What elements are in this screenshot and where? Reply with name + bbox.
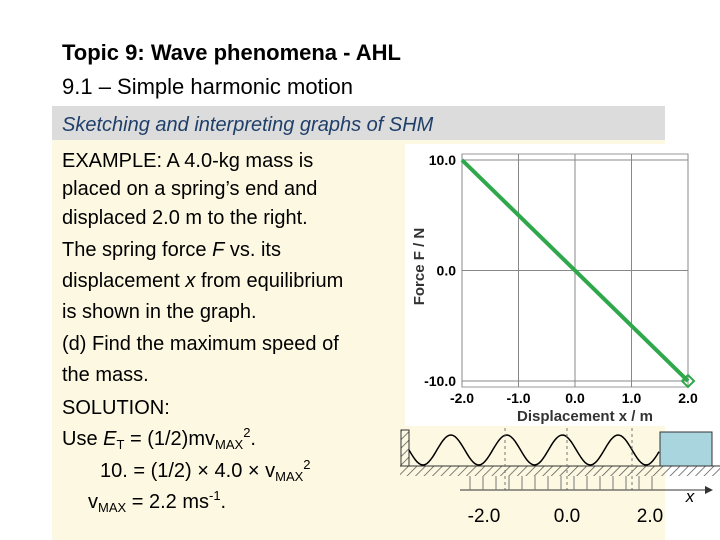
- title: Topic 9: Wave phenomena - AHL: [62, 40, 401, 65]
- position-label: -2.0: [468, 506, 501, 527]
- x-tick-label: -2.0: [450, 390, 474, 406]
- axis-label: x: [685, 487, 695, 506]
- text-line: The spring force F vs. its: [62, 239, 281, 261]
- text: EXAMPLE: A 4.0-kg mass is: [62, 150, 313, 172]
- text-line: displaced 2.0 m to the right.: [62, 207, 308, 229]
- text: F: [212, 239, 226, 261]
- text-line: displacement x from equilibrium: [62, 270, 343, 292]
- end-marker: [680, 373, 696, 389]
- y-tick-label: -10.0: [424, 373, 456, 389]
- superscript: -1: [209, 488, 221, 503]
- section-title: Sketching and interpreting graphs of SHM: [62, 114, 434, 136]
- text: displaced 2.0 m to the right.: [62, 207, 308, 229]
- x-tick-label: -1.0: [506, 390, 530, 406]
- subscript: T: [116, 437, 124, 452]
- text-line: (d) Find the maximum speed of: [62, 333, 339, 355]
- x-axis-label: Displacement x / m: [517, 408, 653, 425]
- section-band: [52, 106, 665, 140]
- text: = (1/2): [124, 428, 188, 450]
- text: mv: [188, 428, 215, 450]
- body-text: EXAMPLE: A 4.0-kg mass is placed on a sp…: [62, 150, 343, 515]
- text: from equilibrium: [195, 270, 343, 292]
- text: (d) Find the maximum speed of: [62, 333, 339, 355]
- x-tick-label: 2.0: [678, 390, 698, 406]
- wall: [400, 429, 410, 467]
- text: The spring force: [62, 239, 212, 261]
- axis-arrow: [705, 486, 713, 494]
- text: the mass.: [62, 364, 149, 386]
- text: x: [184, 270, 196, 292]
- text: displacement: [62, 270, 185, 292]
- subscript: MAX: [215, 437, 244, 452]
- text-line: placed on a spring’s end and: [62, 178, 317, 200]
- x-tick-label: 1.0: [622, 390, 642, 406]
- data-line: [460, 158, 690, 383]
- text: v: [88, 491, 98, 513]
- text-line: Use ET = (1/2)mvMAX2.: [62, 425, 256, 452]
- text: vs. its: [224, 239, 281, 261]
- subscript: MAX: [98, 500, 127, 515]
- text-line: 10. = (1/2) × 4.0 × vMAX2: [100, 457, 311, 484]
- text: placed on a spring’s end and: [62, 178, 317, 200]
- floor: [400, 466, 720, 476]
- text-line: is shown in the graph.: [62, 301, 257, 323]
- y-tick-label: 0.0: [437, 263, 457, 279]
- x-tick-label: 0.0: [565, 390, 585, 406]
- spring: [408, 434, 660, 466]
- text: is shown in the graph.: [62, 301, 257, 323]
- y-tick-label: 10.0: [429, 152, 456, 168]
- subtitle: 9.1 – Simple harmonic motion: [62, 74, 353, 99]
- tick-group: [469, 476, 653, 490]
- text: = 2.2 ms: [126, 491, 209, 513]
- text: .: [250, 428, 256, 450]
- position-label: 2.0: [637, 506, 663, 527]
- spring-diagram: -2.0 0.0 2.0 x: [400, 428, 720, 527]
- text-line: SOLUTION:: [62, 397, 170, 419]
- text-line: vMAX = 2.2 ms-1.: [88, 488, 226, 515]
- text: Use: [62, 428, 103, 450]
- text: 10. = (1/2) × 4.0 × v: [100, 460, 275, 482]
- text-line: EXAMPLE: A 4.0-kg mass is: [62, 150, 313, 172]
- text-line: the mass.: [62, 364, 149, 386]
- superscript: 2: [243, 425, 250, 440]
- chart: -2.0 -1.0 0.0 1.0 2.0 -10.0 0.0 10.0 Displacemen…: [411, 152, 698, 425]
- y-axis-label: Force F / N: [411, 228, 428, 306]
- mass-block: [659, 431, 713, 467]
- text: E: [103, 428, 117, 450]
- subscript: MAX: [275, 469, 304, 484]
- superscript: 2: [303, 457, 310, 472]
- text: .: [221, 491, 227, 513]
- text: SOLUTION:: [62, 397, 170, 419]
- position-label: 0.0: [554, 506, 580, 527]
